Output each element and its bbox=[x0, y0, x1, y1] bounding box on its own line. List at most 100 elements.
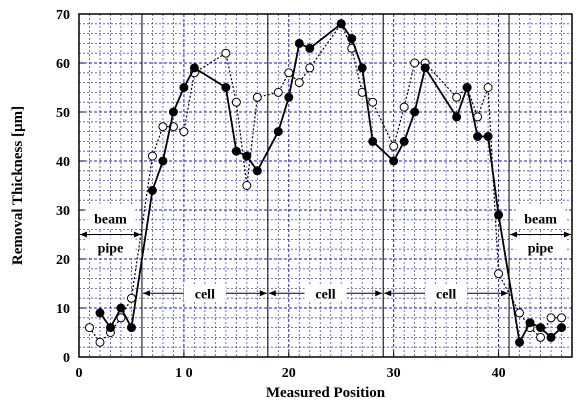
y-tick-label: 40 bbox=[56, 155, 70, 170]
data-point bbox=[305, 43, 315, 53]
data-point bbox=[536, 332, 546, 342]
data-point bbox=[452, 92, 462, 102]
data-point bbox=[546, 332, 556, 342]
data-point bbox=[546, 313, 556, 323]
plot-frame bbox=[78, 13, 573, 358]
annotation-cell-2: cell bbox=[268, 284, 383, 302]
y-tick-label: 60 bbox=[56, 57, 70, 72]
data-point bbox=[368, 97, 378, 107]
annotation-arrowhead-left bbox=[80, 231, 87, 238]
data-point bbox=[389, 141, 399, 151]
data-point bbox=[273, 87, 283, 97]
annotation-beam-pipe-left: beam pipe bbox=[80, 204, 141, 259]
data-point bbox=[515, 337, 525, 347]
data-point bbox=[420, 63, 430, 73]
data-point bbox=[179, 127, 189, 137]
data-point bbox=[284, 68, 294, 78]
annotation-label-bg bbox=[425, 284, 468, 302]
data-point bbox=[557, 323, 567, 333]
annotation-label-line2: pipe bbox=[528, 242, 554, 257]
data-point bbox=[483, 83, 493, 92]
annotation-label: cell bbox=[195, 287, 215, 302]
data-point bbox=[452, 112, 462, 122]
annotation-label-bg bbox=[183, 284, 226, 302]
data-point bbox=[158, 156, 168, 166]
y-tick-label: 20 bbox=[56, 253, 70, 268]
data-point bbox=[494, 210, 504, 220]
data-point bbox=[231, 146, 241, 156]
data-point bbox=[473, 132, 483, 141]
data-point bbox=[147, 151, 157, 161]
data-point bbox=[294, 78, 304, 88]
y-tick-label: 10 bbox=[56, 302, 70, 317]
data-point bbox=[294, 38, 304, 48]
data-point bbox=[357, 63, 367, 73]
data-point bbox=[347, 34, 357, 43]
series-filled bbox=[95, 19, 567, 347]
data-point bbox=[105, 323, 115, 333]
data-point bbox=[126, 293, 136, 303]
data-point bbox=[147, 185, 157, 195]
data-point bbox=[179, 83, 189, 92]
data-point bbox=[525, 318, 535, 328]
annotation-label-bg bbox=[85, 204, 136, 229]
annotation-label-bg bbox=[515, 204, 566, 229]
data-point bbox=[95, 308, 105, 318]
grid bbox=[78, 13, 573, 358]
annotations: beam pipe cell cell cell beam pipe bbox=[80, 204, 571, 302]
x-axis-label: Measured Position bbox=[266, 385, 386, 401]
x-tick-label: 20 bbox=[282, 366, 296, 381]
data-point bbox=[389, 156, 399, 166]
annotation-arrowhead-left bbox=[268, 290, 276, 297]
x-tick-label: 0 bbox=[76, 366, 83, 381]
data-point bbox=[410, 107, 420, 117]
annotation-label-bg bbox=[515, 238, 566, 259]
annotation-arrowhead-right bbox=[259, 290, 267, 297]
data-point bbox=[336, 19, 346, 29]
data-point bbox=[557, 313, 567, 323]
data-point bbox=[536, 323, 546, 333]
data-point bbox=[116, 313, 126, 323]
annotation-label-bg bbox=[304, 284, 347, 302]
data-point bbox=[515, 308, 525, 318]
data-point bbox=[410, 58, 420, 68]
annotation-label-line1: beam bbox=[524, 213, 557, 228]
y-tick-label: 30 bbox=[56, 204, 70, 219]
annotation-arrowhead-left bbox=[510, 231, 518, 238]
data-point bbox=[126, 323, 136, 333]
y-tick-label: 50 bbox=[56, 106, 70, 121]
y-axis-label: Removal Thickness [µm] bbox=[10, 106, 26, 265]
data-point bbox=[242, 151, 252, 161]
data-point bbox=[95, 337, 105, 347]
data-point bbox=[494, 269, 504, 279]
data-point bbox=[158, 122, 168, 132]
data-point bbox=[483, 132, 493, 141]
annotation-arrowhead-right bbox=[375, 290, 383, 297]
data-point bbox=[252, 166, 262, 176]
data-point bbox=[221, 83, 231, 92]
data-point bbox=[252, 92, 262, 102]
cell-boundaries bbox=[141, 14, 510, 357]
annotation-arrowhead-right bbox=[133, 231, 141, 238]
data-point bbox=[399, 102, 409, 112]
data-point bbox=[273, 127, 283, 137]
x-tick-label: 30 bbox=[387, 366, 401, 381]
data-series bbox=[84, 19, 567, 347]
data-point bbox=[368, 136, 378, 146]
data-point bbox=[231, 97, 241, 107]
x-tick-label: 1 0 bbox=[175, 366, 193, 381]
annotation-label-bg bbox=[85, 238, 136, 259]
data-point bbox=[399, 136, 409, 146]
annotation-label: cell bbox=[436, 287, 456, 302]
annotation-label-line1: beam bbox=[94, 213, 127, 228]
y-tick-label: 0 bbox=[63, 351, 70, 366]
annotation-beam-pipe-right: beam pipe bbox=[510, 204, 571, 259]
y-tick-label: 70 bbox=[56, 8, 70, 23]
annotation-arrowhead-right bbox=[501, 290, 509, 297]
series-line bbox=[89, 22, 562, 344]
annotation-arrowhead-left bbox=[142, 290, 150, 297]
data-point bbox=[242, 181, 252, 190]
annotation-label: cell bbox=[315, 287, 335, 302]
